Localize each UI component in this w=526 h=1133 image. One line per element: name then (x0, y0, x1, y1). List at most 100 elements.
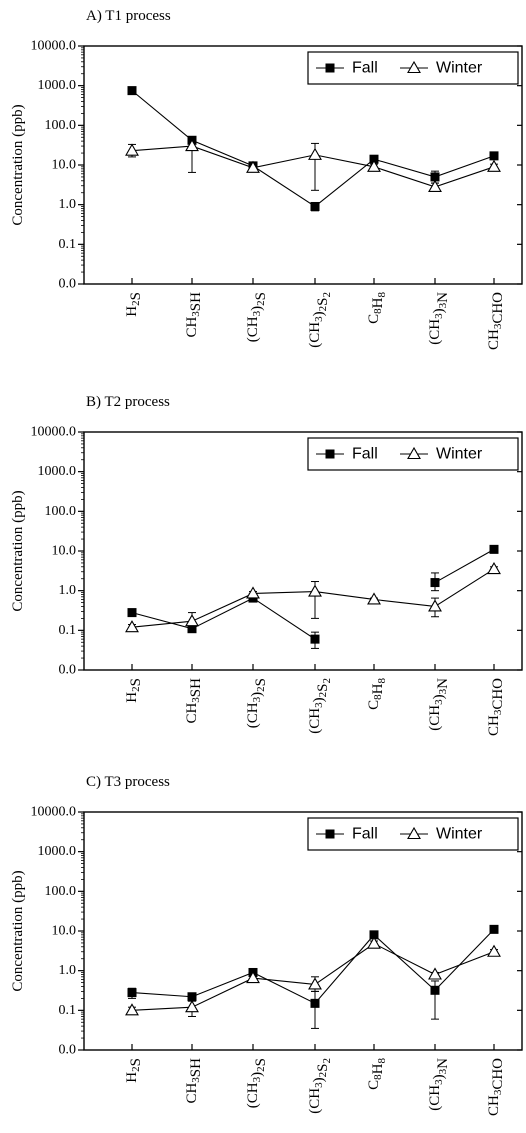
legend-marker-winter (407, 446, 421, 460)
x-tick-label-group: CH3CHO (486, 678, 506, 736)
x-tick-label-group: (CH3)3N (427, 1058, 451, 1111)
data-point-fall (369, 154, 379, 164)
data-point-fall (187, 624, 197, 634)
data-point-winter (428, 179, 442, 192)
x-tick-label: CH3SH (184, 1058, 204, 1104)
y-tick-label: 10000.0 (31, 39, 77, 54)
series-fall (127, 86, 499, 212)
data-point-winter (428, 599, 442, 612)
x-tick-label-group: CH3CHO (486, 292, 506, 350)
x-tick-label: (CH3)3N (427, 678, 451, 731)
legend-label-winter: Winter (436, 446, 483, 463)
x-tick-label: H2S (124, 678, 144, 703)
y-tick-label: 1000.0 (38, 844, 77, 859)
data-point-fall (369, 930, 379, 940)
x-tick-label-group: C8H8 (366, 292, 388, 324)
legend-label-winter: Winter (436, 826, 483, 843)
x-tick-label: H2S (124, 1058, 144, 1083)
x-tick-label-group: (CH3)2S2 (307, 678, 333, 734)
y-tick-label: 0.1 (59, 237, 77, 252)
data-point-winter (185, 1000, 199, 1013)
x-tick-label-group: (CH3)2S (245, 292, 269, 342)
legend: Fall Winter (307, 51, 519, 85)
series-winter (125, 936, 501, 1017)
data-point-winter (125, 1003, 139, 1016)
x-tick-label: CH3SH (184, 678, 204, 724)
panel-title: C) T3 process (86, 774, 170, 790)
x-tick-label-group: (CH3)2S2 (307, 292, 333, 348)
series-fall (127, 924, 499, 1029)
data-point-winter (308, 977, 322, 990)
x-tick-label: C8H8 (366, 1058, 388, 1090)
data-point-winter (487, 159, 501, 172)
x-tick-label: C8H8 (366, 678, 388, 710)
x-tick-label-group: (CH3)2S (245, 1058, 269, 1108)
series-winter (125, 137, 501, 192)
data-point-fall (310, 201, 320, 211)
data-point-winter (367, 592, 381, 605)
y-axis-label: Concentration (ppb) (10, 490, 26, 611)
legend-marker-fall (325, 829, 335, 839)
data-point-fall (489, 151, 499, 161)
x-tick-label: (CH3)2S (245, 1058, 269, 1108)
series-line (131, 597, 316, 640)
data-point-fall (430, 172, 440, 182)
chart-panel-1: A) T1 process 0.0 0.1 1.0 10.0 100.0 1000.0 100… (10, 8, 523, 350)
legend-label-winter: Winter (436, 60, 483, 77)
x-tick-label-group: (CH3)3N (427, 292, 451, 345)
data-point-fall (127, 86, 137, 96)
y-tick-label: 10.0 (52, 544, 77, 559)
legend-label-fall: Fall (352, 60, 378, 77)
legend-marker-winter (407, 60, 421, 74)
data-point-winter (487, 944, 501, 957)
legend: Fall Winter (307, 437, 519, 471)
x-tick-label-group: (CH3)2S2 (307, 1058, 333, 1114)
legend-marker-fall (325, 449, 335, 459)
y-tick-label: 0.0 (59, 1043, 77, 1058)
y-tick-label: 10.0 (52, 924, 77, 939)
data-point-winter (185, 614, 199, 627)
x-tick-label: CH3CHO (486, 1058, 506, 1116)
data-point-winter (185, 138, 199, 152)
x-tick-label: C8H8 (366, 292, 388, 324)
x-tick-label-group: H2S (124, 1058, 144, 1083)
y-tick-label: 100.0 (45, 118, 77, 133)
x-tick-label: (CH3)3N (427, 1058, 451, 1111)
x-tick-label-group: CH3SH (184, 1058, 204, 1104)
legend-marker-fall (325, 63, 335, 73)
data-point-fall (430, 985, 440, 995)
x-tick-label: H2S (124, 292, 144, 317)
y-tick-label: 1000.0 (38, 464, 77, 479)
series-winter (125, 561, 501, 633)
data-point-fall (489, 924, 499, 934)
x-tick-label-group: CH3SH (184, 678, 204, 724)
x-tick-label-group: (CH3)2S (245, 678, 269, 728)
x-tick-label: (CH3)2S2 (307, 678, 333, 734)
y-tick-label: 0.0 (59, 277, 77, 292)
y-tick-label: 10000.0 (31, 805, 77, 820)
x-tick-label: (CH3)2S2 (307, 292, 333, 348)
y-tick-label: 1.0 (59, 583, 77, 598)
data-point-winter (308, 584, 322, 597)
x-tick-label: CH3CHO (486, 678, 506, 736)
series-fall (127, 544, 499, 649)
data-point-winter (487, 561, 501, 575)
y-tick-label: 10000.0 (31, 425, 77, 440)
y-tick-label: 1.0 (59, 963, 77, 978)
chart-panel-2: B) T2 process 0.0 0.1 1.0 10.0 100.0 1000.0 100… (10, 394, 523, 736)
y-tick-label: 0.1 (59, 623, 77, 638)
data-point-fall (310, 634, 320, 644)
data-point-winter (367, 936, 381, 949)
y-tick-label: 1000.0 (38, 78, 77, 93)
x-tick-label-group: (CH3)3N (427, 678, 451, 731)
data-point-winter (246, 970, 260, 984)
y-tick-label: 10.0 (52, 158, 77, 173)
data-point-fall (489, 544, 499, 554)
series-line (131, 928, 495, 1005)
data-point-winter (246, 160, 260, 173)
data-point-winter (428, 967, 442, 980)
x-tick-label: (CH3)3N (427, 292, 451, 345)
x-tick-label: (CH3)2S2 (307, 1058, 333, 1114)
series-line (434, 548, 495, 584)
